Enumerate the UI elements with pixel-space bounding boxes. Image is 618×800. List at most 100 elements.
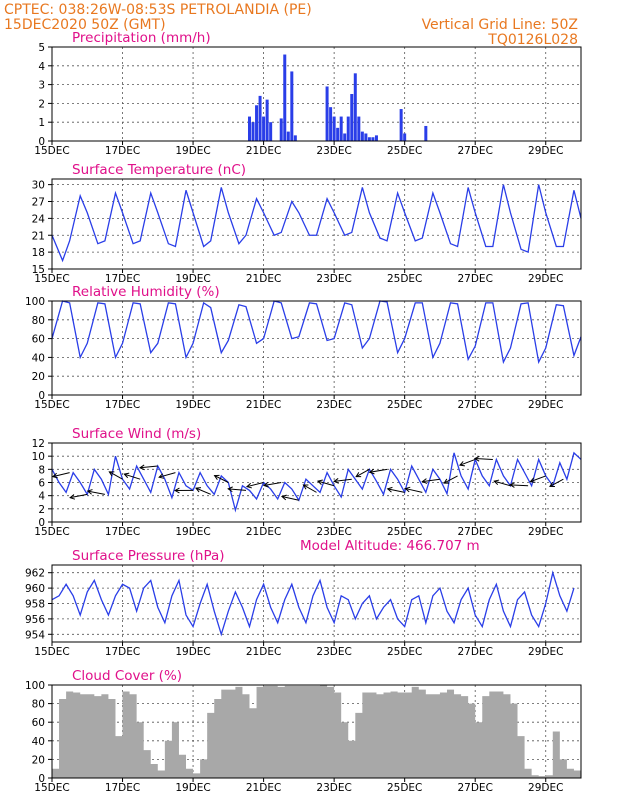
panel-title: Surface Pressure (hPa) [72, 548, 225, 564]
wind-arrow-head [174, 487, 180, 494]
precip-bar [346, 116, 350, 141]
y-tick-label: 10 [32, 451, 45, 463]
precip-bar [269, 122, 273, 141]
series-line [51, 300, 582, 365]
y-tick-label: 80 [32, 699, 45, 711]
x-tick-label: 17DEC [105, 782, 140, 794]
wind-arrow [459, 458, 476, 466]
precip-bar [350, 94, 354, 141]
x-tick-label: 27DEC [457, 782, 492, 794]
wind-arrow [405, 488, 423, 493]
wind-arrow [124, 473, 141, 480]
wind-arrow [474, 458, 493, 460]
x-tick-label: 17DEC [105, 273, 140, 285]
precip-bar [364, 133, 368, 141]
x-tick-label: 15DEC [34, 145, 69, 157]
panel-title: Surface Temperature (nC) [72, 162, 246, 178]
wind-arrow [494, 480, 511, 487]
x-tick-label: 21DEC [246, 526, 281, 538]
precip-bar [374, 135, 378, 141]
precip-bar [336, 127, 340, 141]
precip-bar [293, 135, 297, 141]
wind-arrow [246, 482, 264, 488]
wind-arrow [228, 488, 247, 491]
y-tick-label: 3 [38, 80, 45, 92]
precip-bar [258, 95, 262, 141]
wind-arrow-head [368, 468, 375, 475]
x-tick-label: 15DEC [34, 399, 69, 411]
wind-arrow-head [529, 477, 536, 483]
wind-arrow-head [138, 464, 145, 471]
precip-bar [367, 137, 371, 141]
y-tick-label: 15 [32, 264, 45, 276]
y-tick-label: 956 [25, 614, 45, 626]
wind-arrow [510, 484, 529, 487]
x-tick-label: 27DEC [457, 399, 492, 411]
x-tick-label: 23DEC [316, 646, 351, 658]
y-tick-label: 12 [32, 438, 45, 450]
wind-arrow [109, 471, 123, 480]
y-tick-label: 1 [38, 117, 45, 129]
wind-arrow [443, 475, 458, 484]
wind-arrow-head [443, 478, 450, 484]
wind-arrow-head [51, 472, 58, 479]
wind-arrow [387, 488, 405, 493]
y-tick-label: 40 [32, 736, 45, 748]
wind-arrow [549, 478, 564, 487]
wind-arrow [355, 468, 370, 478]
precip-bar [332, 116, 336, 141]
wind-arrow-head [493, 479, 500, 486]
x-tick-label: 23DEC [316, 399, 351, 411]
y-tick-label: 0 [38, 517, 45, 529]
header-location: CPTEC: 038:26W-08:53S PETROLANDIA (PE) [4, 2, 312, 18]
wind-arrow [263, 482, 282, 486]
y-tick-label: 2 [38, 98, 45, 110]
y-tick-label: 24 [32, 213, 46, 225]
y-tick-label: 0 [38, 773, 45, 785]
y-tick-label: 40 [32, 352, 45, 364]
wind-arrow-head [195, 487, 202, 493]
wind-arrow-head [158, 473, 165, 479]
header-grid-note: Vertical Grid Line: 50Z [422, 17, 578, 33]
x-tick-label: 15DEC [34, 646, 69, 658]
y-tick-label: 80 [32, 315, 45, 327]
wind-arrow-head [355, 472, 362, 478]
x-tick-label: 27DEC [457, 646, 492, 658]
x-tick-label: 15DEC [34, 273, 69, 285]
wind-arrow-head [108, 471, 115, 477]
x-tick-label: 17DEC [105, 646, 140, 658]
wind-arrow [139, 465, 158, 469]
wind-arrow [334, 478, 352, 482]
x-tick-label: 27DEC [457, 145, 492, 157]
panel-frame [51, 684, 582, 779]
precip-bar [403, 133, 407, 141]
wind-arrow [70, 493, 88, 499]
x-tick-label: 17DEC [105, 526, 140, 538]
y-tick-label: 0 [38, 390, 45, 402]
wind-arrow-head [549, 481, 555, 487]
wind-arrow-head [245, 482, 252, 489]
y-tick-label: 6 [38, 478, 45, 490]
y-tick-label: 962 [25, 568, 45, 580]
y-tick-label: 20 [32, 371, 45, 383]
x-tick-label: 29DEC [528, 782, 563, 794]
y-tick-label: 60 [32, 717, 45, 729]
x-tick-label: 25DEC [387, 646, 422, 658]
precip-bar [265, 99, 269, 141]
x-tick-label: 19DEC [175, 399, 210, 411]
x-tick-label: 29DEC [528, 145, 563, 157]
x-tick-label: 21DEC [246, 273, 281, 285]
wind-arrow [422, 478, 441, 483]
x-tick-label: 29DEC [528, 526, 563, 538]
precip-bar [255, 105, 259, 141]
series-line [51, 570, 575, 637]
x-tick-label: 25DEC [387, 782, 422, 794]
precip-bar [290, 71, 294, 141]
wind-arrow [281, 496, 299, 501]
x-tick-label: 21DEC [246, 145, 281, 157]
precip-bar [286, 131, 290, 141]
precip-bar [283, 54, 287, 141]
model-altitude: Model Altitude: 466.707 m [300, 538, 480, 554]
precip-bar [329, 107, 333, 141]
